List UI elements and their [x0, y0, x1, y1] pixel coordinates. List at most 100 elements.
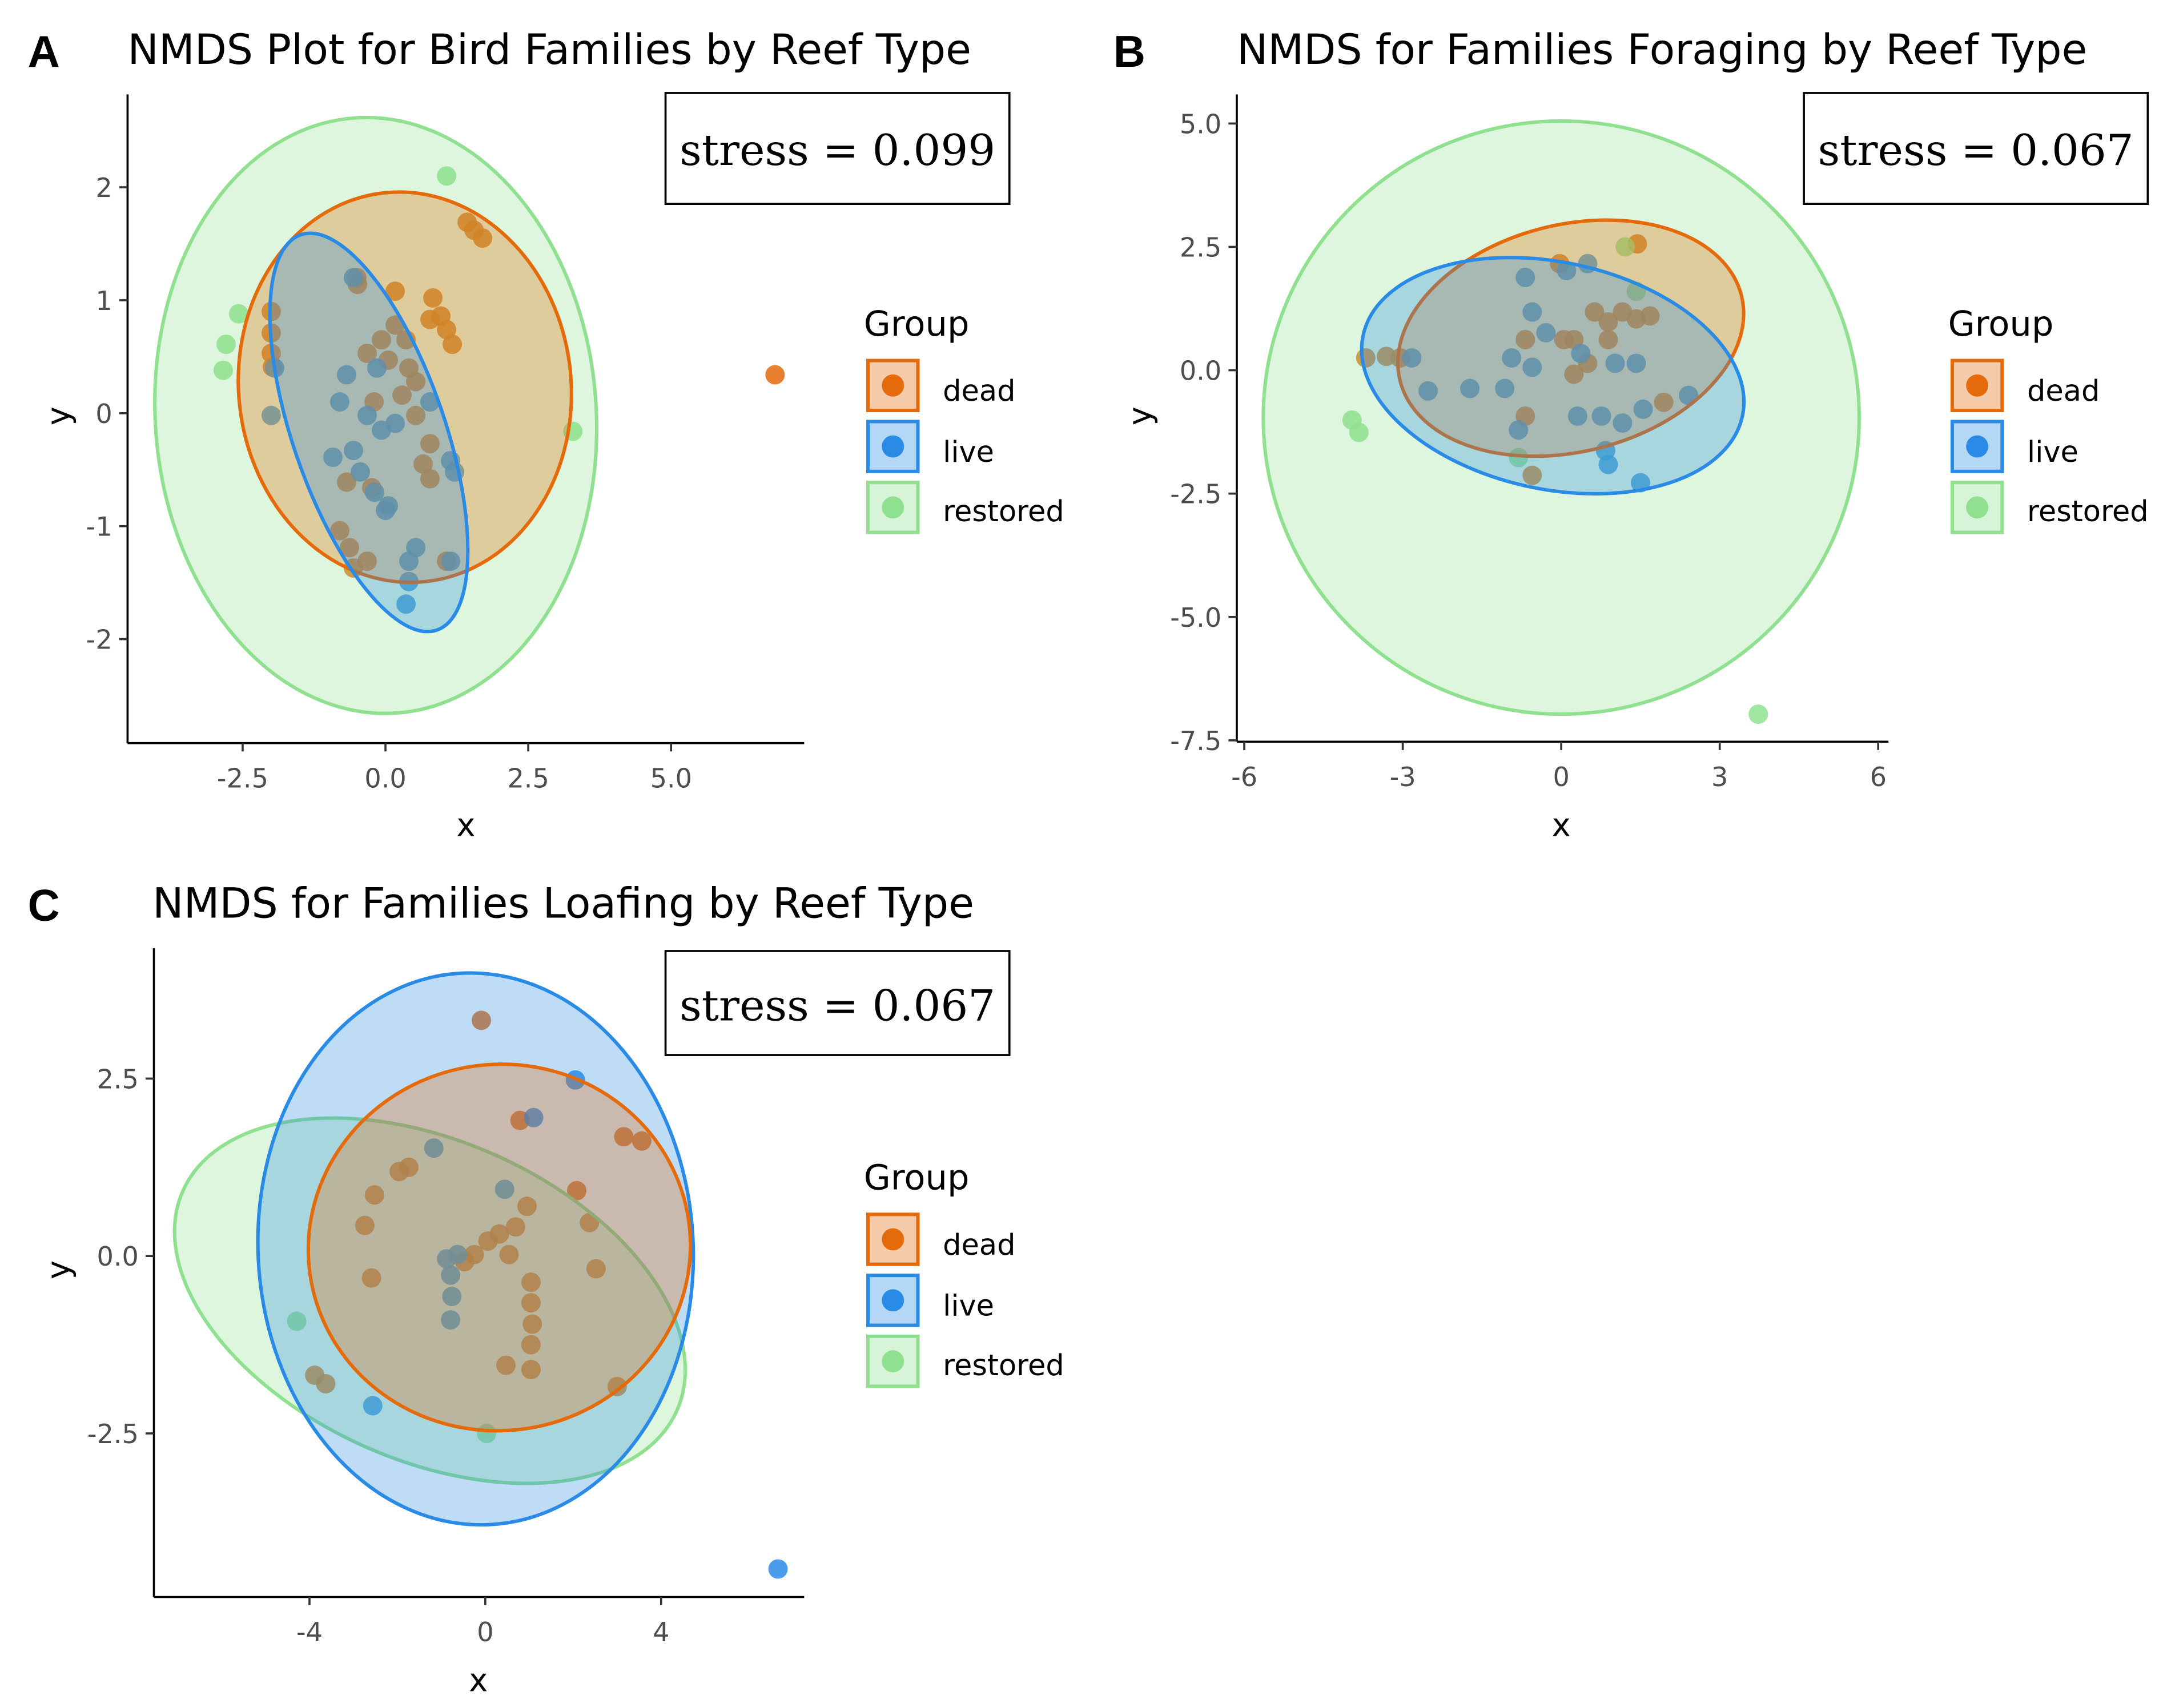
point-dead	[517, 1197, 537, 1216]
point-dead	[1554, 329, 1574, 349]
point-live	[399, 551, 419, 571]
y-tick-label: -1	[86, 511, 112, 542]
panel-a-stress-box	[664, 92, 1011, 205]
legend-title: Group	[864, 304, 970, 344]
point-live	[367, 358, 387, 378]
panel-b-x-label: x	[1552, 807, 1571, 844]
panel-letter-c: C	[28, 881, 60, 930]
ellipse-live	[256, 971, 695, 1527]
panel-c-y-label: y	[40, 1260, 77, 1279]
point-live	[337, 365, 357, 385]
point-live	[344, 441, 364, 461]
y-tick-label: 2.5	[1180, 232, 1221, 263]
point-dead	[437, 320, 457, 340]
legend-dot-live	[1966, 435, 1989, 458]
y-tick-label: 5.0	[1180, 108, 1221, 139]
legend-dot-dead	[882, 374, 904, 397]
point-restored	[216, 335, 236, 355]
point-live	[1522, 357, 1542, 377]
point-live	[1460, 378, 1480, 398]
point-dead	[521, 1272, 541, 1292]
x-tick-label: -3	[1390, 762, 1416, 792]
point-dead	[1598, 312, 1618, 332]
point-dead	[361, 1268, 381, 1288]
point-live	[1591, 406, 1611, 426]
legend-label-restored: restored	[943, 1349, 1064, 1383]
y-tick-label: 0.0	[1180, 356, 1221, 386]
panel-b-stress-box	[1803, 92, 2149, 205]
panel-b-legend: Group dead live restored	[1948, 304, 2149, 534]
point-live	[437, 1249, 457, 1269]
x-tick-label: -4	[296, 1617, 323, 1647]
y-tick-label: 1	[95, 285, 112, 316]
point-live	[351, 462, 371, 482]
x-tick-label: 0.0	[364, 763, 406, 793]
x-tick-label: 0	[477, 1617, 493, 1647]
point-restored	[1349, 422, 1369, 442]
ellipse-dead	[236, 190, 573, 585]
point-dead	[420, 434, 440, 454]
point-live	[1557, 260, 1577, 280]
legend-dot-live	[882, 1289, 904, 1312]
point-dead	[1598, 329, 1618, 349]
y-tick-label: 0	[95, 398, 112, 429]
point-live	[424, 1138, 444, 1158]
point-live	[1495, 378, 1515, 398]
point-dead	[496, 1355, 516, 1375]
ellipse-restored	[153, 115, 599, 715]
legend-title: Group	[864, 1158, 970, 1198]
panel-letter-a: A	[28, 27, 60, 76]
panel-c-x-label: x	[469, 1662, 488, 1699]
legend-dot-dead	[882, 1228, 904, 1251]
point-restored	[213, 360, 233, 380]
legend-label-restored: restored	[2027, 495, 2149, 529]
point-live	[1567, 406, 1587, 426]
panel-a: A NMDS Plot for Bird Families by Reef Ty…	[28, 26, 1064, 844]
point-live	[1522, 302, 1542, 322]
point-live	[494, 1179, 514, 1199]
point-dead	[614, 1127, 634, 1147]
point-restored	[1748, 704, 1768, 724]
point-live	[376, 501, 396, 521]
point-live	[1418, 381, 1438, 401]
legend-key-dead	[866, 1212, 920, 1266]
ellipse-live	[268, 231, 470, 634]
point-dead	[406, 372, 426, 392]
point-live	[344, 268, 364, 288]
panel-a-plot: -2.5 0.0 2.5 5.0 2 1 0 -1 -2	[86, 94, 805, 793]
point-live	[363, 1396, 383, 1416]
point-live	[442, 1287, 462, 1307]
legend-label-live: live	[943, 436, 994, 469]
y-tick-label: -2.5	[87, 1419, 139, 1449]
point-live	[441, 1310, 461, 1330]
point-dead	[392, 385, 412, 405]
legend-dot-restored	[1966, 496, 1989, 519]
point-restored	[1615, 237, 1635, 257]
point-live	[261, 405, 281, 425]
point-dead	[357, 343, 377, 363]
point-dead	[473, 228, 493, 248]
panel-c: C NMDS for Families Loafing by Reef Type…	[28, 880, 1064, 1699]
ellipse-live	[1360, 256, 1746, 496]
y-tick-label: 2.5	[97, 1064, 138, 1094]
point-live	[396, 594, 416, 614]
legend-label-live: live	[943, 1290, 994, 1323]
y-tick-label: -7.5	[1170, 726, 1221, 756]
point-dead	[385, 281, 405, 301]
x-tick-label: 6	[1870, 762, 1887, 792]
legend-label-restored: restored	[943, 495, 1064, 529]
y-tick-label: 2	[95, 172, 112, 203]
point-live	[420, 392, 440, 412]
point-live	[357, 405, 377, 425]
panel-b: B NMDS for Families Foraging by Reef Typ…	[1113, 26, 2149, 844]
point-dead	[337, 472, 357, 492]
point-dead	[1585, 302, 1605, 322]
point-live	[768, 1559, 788, 1579]
ellipse-restored	[1261, 119, 1861, 716]
point-live	[1502, 348, 1522, 368]
point-live	[1626, 353, 1646, 373]
legend-key-restored	[866, 1334, 920, 1388]
point-dead	[443, 335, 463, 355]
x-tick-label: -2.5	[217, 763, 268, 793]
panel-c-stress: stress = 0.067	[680, 980, 995, 1030]
